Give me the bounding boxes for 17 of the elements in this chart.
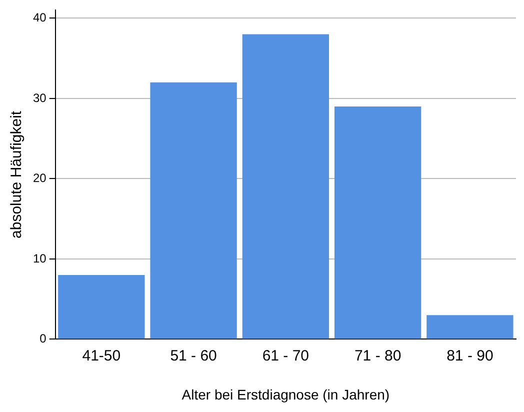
x-tick-label: 71 - 80 [354, 347, 402, 364]
y-tick-label: 30 [32, 90, 47, 105]
y-axis-title: absolute Häufigkeit [8, 110, 26, 238]
bar [242, 34, 330, 339]
x-tick-label: 81 - 90 [446, 347, 494, 364]
bar [426, 315, 514, 339]
x-tick-label: 41-50 [82, 347, 121, 364]
bar [150, 82, 237, 339]
bar [334, 106, 422, 339]
x-tick-label: 51 - 60 [170, 347, 217, 364]
x-axis-title: Alter bei Erstdiagnose (in Jahren) [182, 386, 390, 402]
y-tick-label: 20 [32, 171, 47, 186]
x-tick-label: 61 - 70 [262, 347, 310, 364]
y-tick-label: 0 [40, 332, 47, 346]
y-tick-label: 10 [32, 251, 47, 266]
bar [58, 275, 145, 339]
y-tick-label: 40 [32, 10, 47, 25]
